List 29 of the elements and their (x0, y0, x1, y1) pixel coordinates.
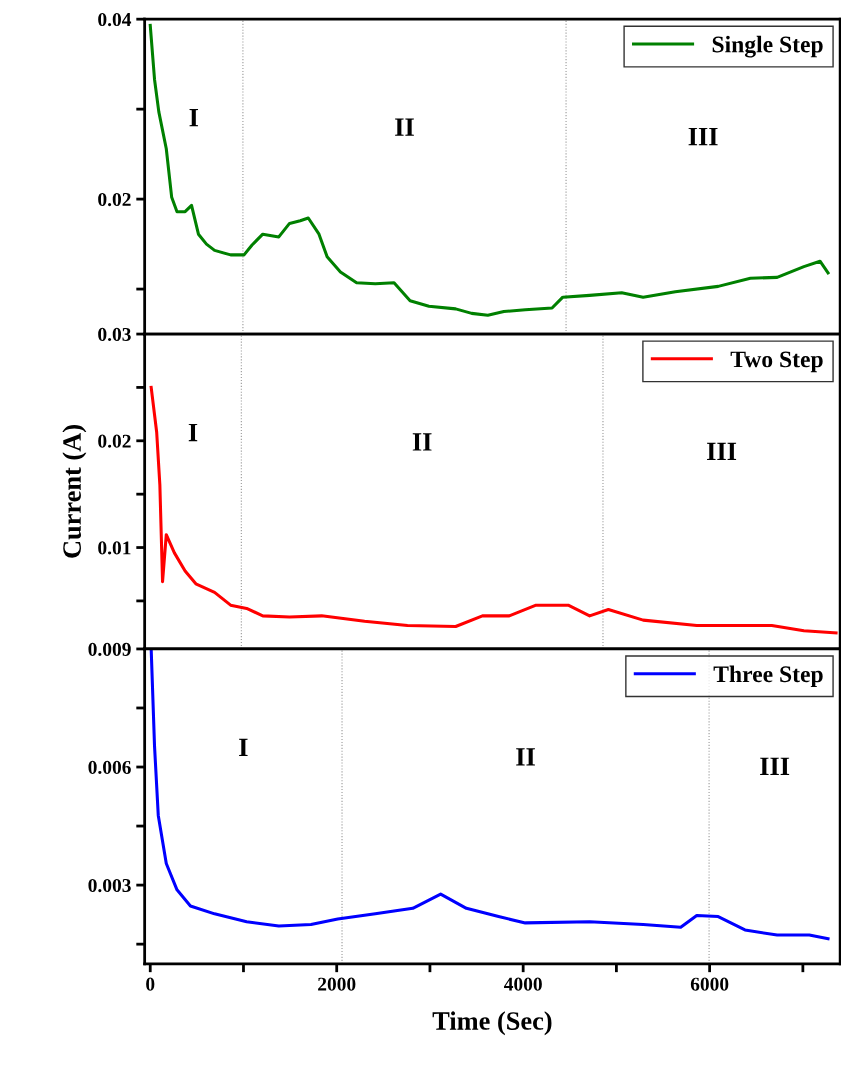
x-tick-label: 6000 (690, 977, 729, 991)
x-tick-label: 4000 (503, 977, 542, 991)
y-tick-label: 0.003 (88, 878, 131, 893)
y-axis-title: Current (A) (62, 425, 87, 558)
y-tick-label: 0.02 (98, 192, 131, 207)
legend-label: Two Step (730, 351, 823, 373)
annotation: I (239, 738, 248, 757)
y-tick-label: 0.01 (98, 541, 131, 555)
annotation: III (707, 442, 737, 461)
annotation: I (188, 423, 198, 442)
line-series (149, 385, 838, 635)
y-tick-label: 0.006 (88, 760, 131, 775)
annotation: III (688, 127, 718, 146)
annotation: II (412, 433, 432, 451)
y-tick-label: 0.03 (98, 327, 131, 342)
y-tick-label: 0.009 (88, 642, 131, 656)
x-axis-title: Time (Sec) (432, 1011, 552, 1036)
annotation: II (516, 748, 535, 766)
y-tick-label: 0.04 (98, 12, 132, 27)
legend-label: Three Step (713, 665, 823, 688)
x-tick-label: 2000 (318, 977, 356, 991)
x-tick-label: 0 (146, 977, 155, 991)
annotation: I (189, 109, 199, 127)
legend-label: Single Step (712, 35, 823, 58)
annotation: III (760, 757, 790, 775)
line-series (149, 648, 830, 941)
annotation: II (395, 118, 414, 136)
line-series (148, 23, 830, 317)
y-tick-label: 0.02 (98, 434, 131, 448)
